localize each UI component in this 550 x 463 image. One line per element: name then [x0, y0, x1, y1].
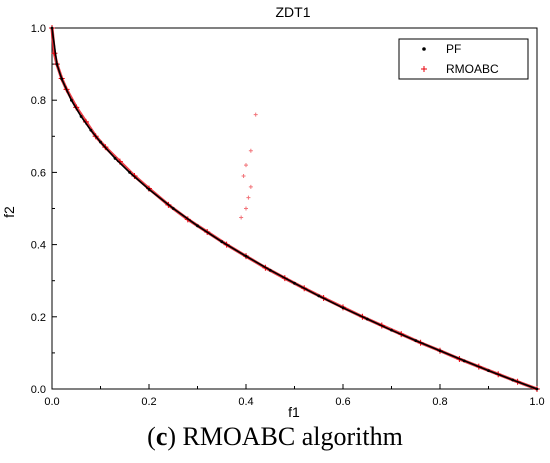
x-tick-label: 0.8 [432, 396, 447, 408]
rmoabc-stray-point [248, 148, 253, 153]
rmoabc-stray-point [239, 215, 244, 220]
legend: PF RMOABC [398, 38, 529, 80]
y-tick-label: 0.4 [31, 240, 46, 252]
x-tick-label: 0.0 [44, 396, 59, 408]
pf-point [55, 62, 59, 66]
pf-point [293, 281, 296, 285]
legend-marker-rmoabc [421, 66, 427, 72]
pf-point [487, 369, 490, 372]
legend-box [398, 38, 529, 80]
rmoabc-stray-point [253, 112, 258, 117]
legend-label-pf: PF [446, 42, 461, 56]
pf-point [60, 77, 64, 81]
pf-point [511, 378, 515, 382]
rmoabc-band [50, 27, 538, 391]
pf-point [79, 115, 83, 118]
data-marks [49, 25, 540, 392]
y-tick-label: 0.2 [31, 312, 46, 324]
pf-point [535, 387, 539, 391]
pf-point [128, 171, 132, 174]
rmoabc-stray-point [244, 163, 248, 168]
pf-point [438, 349, 442, 353]
pf-point [268, 268, 272, 272]
pf-line [51, 27, 538, 390]
x-tick-label: 0.2 [141, 396, 156, 408]
caption-text: RMOABC algorithm [182, 422, 403, 451]
pf-point [171, 207, 175, 210]
pf-point [196, 224, 199, 228]
pf-point [317, 294, 321, 298]
y-axis-label: f2 [1, 206, 17, 218]
axis-ticks: 0.0 0.2 0.4 0.6 0.8 1.0 0.0 0.2 0.4 0.6 0.8 1.0 [31, 23, 545, 408]
y-tick-label: 0.6 [31, 167, 46, 179]
pf-point [462, 359, 466, 363]
legend-label-rmoabc: RMOABC [446, 62, 499, 76]
caption-label: c [155, 422, 168, 451]
pf-point [89, 128, 93, 132]
rmoabc-stray-point [241, 174, 246, 179]
pf-point [365, 317, 369, 321]
x-tick-label: 0.4 [238, 396, 253, 408]
pf-point [414, 339, 418, 343]
plot-frame [51, 27, 538, 390]
pf-point [50, 26, 54, 30]
pf-point [147, 187, 151, 191]
x-tick-label: 1.0 [529, 396, 544, 408]
chart-title: ZDT1 [276, 4, 311, 20]
y-tick-label: 1.0 [31, 23, 46, 35]
rmoabc-stray-point [244, 206, 248, 211]
pf-point [244, 254, 248, 258]
x-axis-label: f1 [288, 404, 300, 420]
pf-point [99, 140, 102, 144]
pf-point [390, 328, 393, 332]
pf-point [70, 98, 73, 102]
rmoabc-stray-point [246, 195, 251, 200]
y-tick-label: 0.0 [31, 384, 46, 396]
figure-caption: (c) RMOABC algorithm [147, 422, 403, 451]
rmoabc-stray-point [248, 184, 253, 189]
scatter-chart: ZDT1 0.0 0.2 0.4 0.6 0.8 1.0 0.0 0.2 0.4 0.6 0.8 1.… [1, 4, 545, 420]
pf-point [220, 240, 224, 244]
x-tick-label: 0.6 [335, 396, 350, 408]
pf-point [113, 156, 117, 160]
pf-point [341, 306, 345, 310]
y-tick-label: 0.8 [31, 95, 46, 107]
legend-marker-pf [422, 47, 426, 51]
